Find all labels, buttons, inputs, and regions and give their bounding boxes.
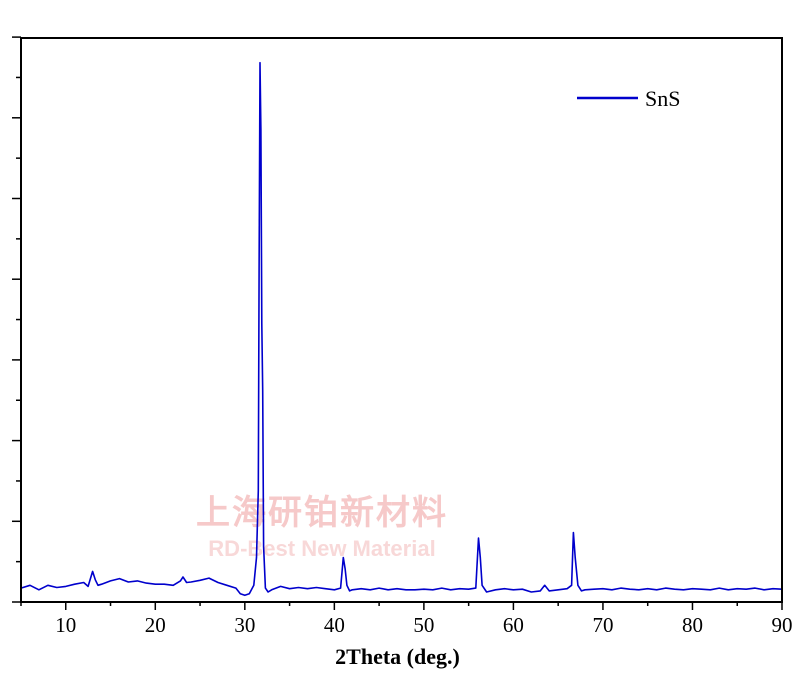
x-tick-label: 50 bbox=[413, 613, 434, 637]
x-tick-label: 20 bbox=[145, 613, 166, 637]
series-line-sns bbox=[20, 61, 783, 597]
legend: SnS bbox=[577, 86, 680, 111]
x-axis-title: 2Theta (deg.) bbox=[335, 644, 460, 669]
x-tick-label: 90 bbox=[772, 613, 793, 637]
legend-label: SnS bbox=[645, 86, 680, 111]
x-tick-label: 40 bbox=[324, 613, 345, 637]
x-tick-label: 30 bbox=[234, 613, 255, 637]
series-layer bbox=[20, 61, 783, 597]
watermark-chinese: 上海研铂新材料 bbox=[196, 493, 448, 533]
y-axis-ticks bbox=[12, 36, 21, 603]
watermark-english: RD-Best New Material bbox=[208, 536, 435, 561]
x-tick-label: 60 bbox=[503, 613, 524, 637]
watermark: 上海研铂新材料 RD-Best New Material bbox=[196, 493, 448, 561]
x-tick-label: 10 bbox=[55, 613, 76, 637]
x-tick-label: 80 bbox=[682, 613, 703, 637]
x-axis-tick-labels: 10 20 30 40 50 60 70 80 90 bbox=[55, 613, 792, 637]
x-axis-ticks bbox=[20, 602, 783, 610]
x-tick-label: 70 bbox=[592, 613, 613, 637]
